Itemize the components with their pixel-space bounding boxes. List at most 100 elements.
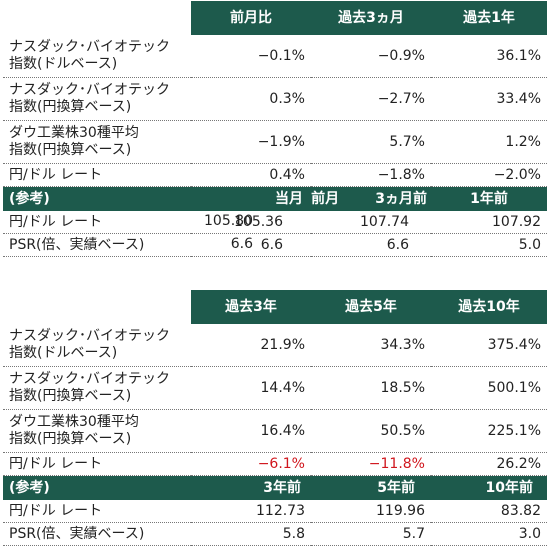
row-label: 円/ドル レート [3, 163, 191, 187]
value-cell: 5.0 [431, 233, 547, 257]
value-cell: 5.8 [191, 522, 311, 546]
header-cell: 過去3ヵ月 [311, 1, 431, 35]
row-label-line1: ダウ工業株30種平均 [9, 125, 139, 141]
negative-value-cell: −11.8% [311, 452, 431, 476]
reference-header-cell: 5年前 [311, 475, 431, 500]
value-cell: 105.36 [191, 211, 311, 234]
row-label-line1: ナスダック･バイオテック [9, 39, 170, 55]
table-row: ダウ工業株30種平均 指数(円換算ベース) −1.9% 5.7% 1.2% [3, 120, 547, 164]
value-cell: 21.9% [191, 324, 311, 367]
value-cell: −2.0% [431, 163, 547, 187]
value-cell: 5.7% [311, 120, 431, 164]
value-cell: −2.7% [311, 77, 431, 121]
reference-header-cell: 10年前 [431, 475, 547, 500]
row-label-line2: 指数(ドルベース) [9, 345, 118, 361]
value-cell: 83.82 [431, 500, 547, 523]
value-cell: 16.4% [191, 409, 311, 453]
value-cell: 1.2% [431, 120, 547, 164]
value-cell: 34.3% [311, 324, 431, 367]
reference-header-cell: 前月 3ヵ月前 [311, 186, 431, 211]
value-cell: −0.9% [311, 35, 431, 78]
row-label: PSR(倍、実績ベース) 6.6 [3, 233, 253, 257]
reference-header-row: (参考) 当月 前月 3ヵ月前 1年前 [3, 186, 547, 211]
reference-header-cell: 3年前 [191, 475, 311, 500]
table-row: ダウ工業株30種平均 指数(円換算ベース) 16.4% 50.5% 225.1% [3, 409, 547, 453]
value-cell: 112.73 [191, 500, 311, 523]
header-blank [3, 290, 191, 324]
value-cell: 500.1% [431, 366, 547, 410]
table-row: 円/ドル レート 105.80 105.36 107.74 107.92 [3, 211, 547, 234]
reference-header-cell-right: 3ヵ月前 [375, 190, 427, 207]
table-row: ナスダック･バイオテック 指数(円換算ベース) 14.4% 18.5% 500.1… [3, 366, 547, 410]
table-row: ナスダック･バイオテック 指数(ドルベース) −0.1% −0.9% 36.1% [3, 35, 547, 78]
value-cell: −1.9% [191, 120, 311, 164]
reference-header-cell: 1年前 [431, 186, 547, 211]
header-cell: 過去3年 [191, 290, 311, 324]
value-cell: 107.92 [431, 211, 547, 234]
value-cell: 26.2% [431, 452, 547, 476]
row-label-line1: ナスダック･バイオテック [9, 371, 170, 387]
reference-header-cell: 当月 [191, 186, 311, 211]
value-cell: 0.4% [191, 163, 311, 187]
row-label-line1: ダウ工業株30種平均 [9, 414, 139, 430]
table-row: PSR(倍、実績ベース) 5.8 5.7 3.0 [3, 522, 547, 546]
value-cell: 14.4% [191, 366, 311, 410]
row-label-text: PSR(倍、実績ベース) [9, 236, 145, 253]
table-row: PSR(倍、実績ベース) 6.6 6.6 6.6 5.0 [3, 233, 547, 257]
header-cell: 過去10年 [431, 290, 547, 324]
row-label: 円/ドル レート [3, 452, 191, 476]
value-cell: 119.96 [311, 500, 431, 523]
row-label-line2: 指数(円換算ベース) [9, 388, 132, 404]
value-cell: 105.80 [204, 213, 253, 229]
row-label: ナスダック･バイオテック 指数(ドルベース) [3, 324, 191, 367]
row-label: ナスダック･バイオテック 指数(ドルベース) [3, 35, 191, 78]
value-cell: 6.6 [230, 236, 253, 252]
row-label: ナスダック･バイオテック 指数(円換算ベース) [3, 77, 191, 121]
reference-header-cell-left: 当月 [275, 190, 303, 207]
table-row: 円/ドル レート 0.4% −1.8% −2.0% [3, 163, 547, 187]
value-cell: 6.6 [191, 233, 311, 257]
value-cell: −1.8% [311, 163, 431, 187]
header-blank [3, 1, 191, 35]
reference-header-cell-mid: 前月 [311, 190, 340, 207]
value-cell: 18.5% [311, 366, 431, 410]
value-cell: 5.7 [311, 522, 431, 546]
row-label: ダウ工業株30種平均 指数(円換算ベース) [3, 409, 191, 453]
row-label: 円/ドル レート 105.80 [3, 211, 253, 234]
reference-header-row: (参考) 3年前 5年前 10年前 [3, 475, 547, 500]
row-label: 円/ドル レート [3, 500, 191, 523]
row-label-line1: ナスダック･バイオテック [9, 328, 170, 344]
table-row: ナスダック･バイオテック 指数(ドルベース) 21.9% 34.3% 375.4% [3, 324, 547, 367]
table-row: ナスダック･バイオテック 指数(円換算ベース) 0.3% −2.7% 33.4% [3, 77, 547, 121]
table-row: 円/ドル レート −6.1% −11.8% 26.2% [3, 452, 547, 476]
header-cell: 前月比 [191, 1, 311, 35]
row-label: ダウ工業株30種平均 指数(円換算ベース) [3, 120, 191, 164]
value-cell: 50.5% [311, 409, 431, 453]
value-cell: 6.6 [311, 233, 431, 257]
value-cell: 3.0 [431, 522, 547, 546]
value-cell: −0.1% [191, 35, 311, 78]
table-header-row: 前月比 過去3ヵ月 過去1年 [3, 1, 547, 35]
value-cell: 33.4% [431, 77, 547, 121]
row-label-line1: ナスダック･バイオテック [9, 82, 170, 98]
value-cell: 36.1% [431, 35, 547, 78]
performance-table-long-term: 過去3年 過去5年 過去10年 ナスダック･バイオテック 指数(ドルベース) 21… [3, 290, 547, 546]
header-cell: 過去5年 [311, 290, 431, 324]
value-cell: 375.4% [431, 324, 547, 367]
header-cell: 過去1年 [431, 1, 547, 35]
value-cell: 225.1% [431, 409, 547, 453]
negative-value-cell: −6.1% [191, 452, 311, 476]
row-label-line2: 指数(ドルベース) [9, 56, 118, 72]
row-label-line2: 指数(円換算ベース) [9, 142, 132, 158]
reference-label: (参考) [3, 186, 191, 211]
performance-table-short-term: 前月比 過去3ヵ月 過去1年 ナスダック･バイオテック 指数(ドルベース) −0.… [3, 1, 547, 257]
row-label: ナスダック･バイオテック 指数(円換算ベース) [3, 366, 191, 410]
value-cell: 107.74 [311, 211, 431, 234]
row-label-line2: 指数(円換算ベース) [9, 99, 132, 115]
reference-label: (参考) [3, 475, 191, 500]
value-cell: 0.3% [191, 77, 311, 121]
row-label: PSR(倍、実績ベース) [3, 522, 191, 546]
row-label-line2: 指数(円換算ベース) [9, 431, 132, 447]
table-header-row: 過去3年 過去5年 過去10年 [3, 290, 547, 324]
table-row: 円/ドル レート 112.73 119.96 83.82 [3, 500, 547, 523]
